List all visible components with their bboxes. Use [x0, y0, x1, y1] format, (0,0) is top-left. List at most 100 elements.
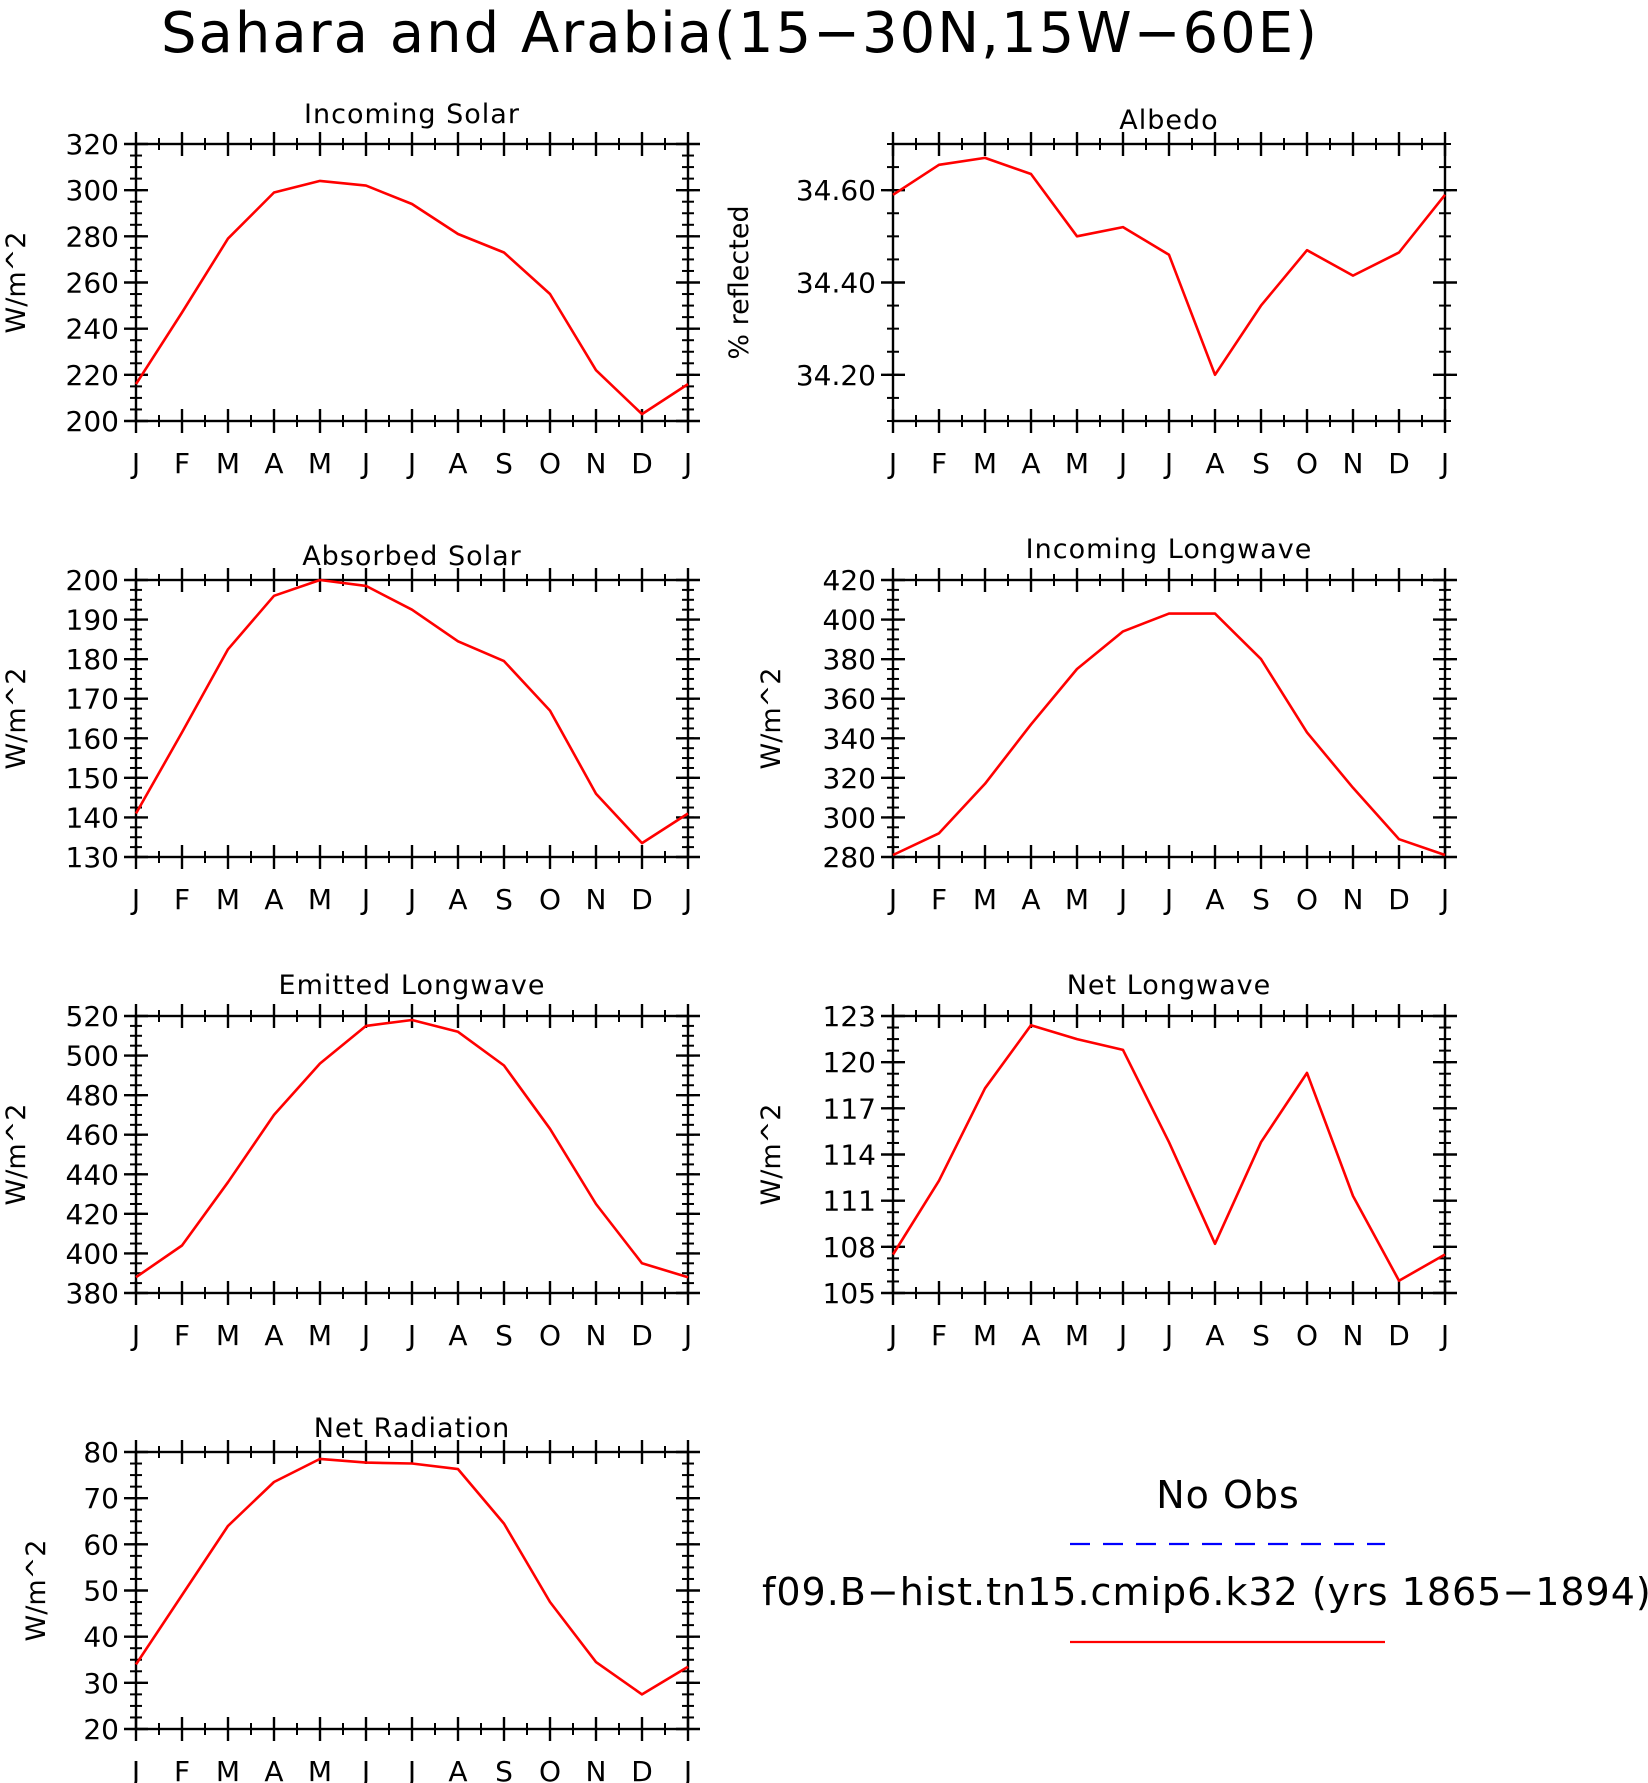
- y-tick-label: 70: [83, 1482, 119, 1515]
- x-tick-label: A: [1021, 1319, 1040, 1352]
- y-tick-label: 200: [66, 405, 119, 438]
- x-tick-label: J: [130, 883, 140, 916]
- x-tick-label: J: [1163, 447, 1173, 480]
- x-tick-label: S: [495, 883, 513, 916]
- x-tick-label: J: [682, 1755, 692, 1783]
- y-tick-label: 34.20: [796, 359, 876, 392]
- x-tick-label: O: [539, 883, 561, 916]
- x-tick-label: A: [1205, 883, 1224, 916]
- y-tick-label: 140: [66, 801, 119, 834]
- y-tick-label: 380: [66, 1277, 119, 1310]
- plot-frame: [134, 578, 690, 859]
- y-tick-label: 180: [66, 643, 119, 676]
- legend-model-label: f09.B−hist.tn15.cmip6.k32 (yrs 1865−1894…: [762, 1570, 1648, 1614]
- x-tick-label: A: [264, 447, 283, 480]
- y-tick-label: 40: [83, 1621, 119, 1654]
- y-axis-label: % reflected: [724, 205, 755, 359]
- x-tick-label: S: [1252, 447, 1270, 480]
- y-tick-label: 360: [823, 683, 876, 716]
- chart-panel-4: J F M A M J J A S O N D J280300320340360380400420Inc…: [756, 534, 1457, 916]
- x-tick-label: J: [1117, 1319, 1127, 1352]
- chart-panel-3: J F M A M J J A S O N D J130140150160170180190200Abs…: [1, 541, 700, 916]
- x-tick-label: M: [216, 883, 240, 916]
- x-tick-label: M: [1065, 1319, 1089, 1352]
- x-tick-label: J: [1439, 1319, 1449, 1352]
- x-tick-label: O: [1296, 447, 1318, 480]
- x-tick-label: J: [406, 1755, 416, 1783]
- y-tick-label: 200: [66, 564, 119, 597]
- x-tick-label: J: [887, 447, 897, 480]
- y-tick-label: 400: [823, 604, 876, 637]
- x-tick-label: O: [1296, 1319, 1318, 1352]
- x-tick-label: J: [406, 447, 416, 480]
- series-line-model: [892, 612, 1446, 857]
- x-tick-label: M: [973, 883, 997, 916]
- x-tick-label: F: [931, 1319, 947, 1352]
- series-line-model: [892, 156, 1447, 377]
- y-tick-label: 460: [66, 1119, 119, 1152]
- panel-title: Incoming Longwave: [1026, 534, 1313, 565]
- y-axis-label: W/m^2: [1, 1104, 32, 1206]
- x-tick-label: J: [682, 447, 692, 480]
- y-tick-label: 420: [823, 564, 876, 597]
- panels: J F M A M J J A S O N D J200220240260280300320Incomi…: [1, 99, 1457, 1783]
- x-tick-label: O: [539, 447, 561, 480]
- chart-panel-5: J F M A M J J A S O N D J380400420440460480500520Emi…: [1, 970, 700, 1352]
- panel-title: Net Longwave: [1067, 970, 1272, 1001]
- y-tick-label: 105: [823, 1277, 876, 1310]
- x-tick-label: J: [682, 883, 692, 916]
- y-tick-label: 440: [66, 1158, 119, 1191]
- x-tick-label: M: [973, 447, 997, 480]
- x-tick-label: N: [586, 1319, 607, 1352]
- x-tick-label: N: [1343, 447, 1364, 480]
- y-tick-label: 60: [83, 1528, 119, 1561]
- panel-title: Emitted Longwave: [279, 970, 546, 1001]
- x-tick-label: D: [631, 447, 653, 480]
- panel-title: Albedo: [1119, 105, 1218, 136]
- y-axis-label: W/m^2: [21, 1540, 52, 1642]
- plot-frame: [891, 142, 1447, 423]
- y-axis-label: W/m^2: [756, 1104, 787, 1206]
- series-line-model: [134, 578, 689, 845]
- x-tick-label: D: [1388, 447, 1410, 480]
- y-tick-label: 380: [823, 643, 876, 676]
- x-tick-label: J: [682, 1319, 692, 1352]
- x-tick-label: A: [1021, 883, 1040, 916]
- y-axis-label: W/m^2: [1, 668, 32, 770]
- x-tick-label: M: [308, 883, 332, 916]
- x-tick-label: J: [887, 883, 897, 916]
- x-tick-label: J: [1439, 447, 1449, 480]
- x-tick-label: S: [1252, 883, 1270, 916]
- x-tick-label: J: [887, 1319, 897, 1352]
- x-tick-label: A: [264, 1319, 283, 1352]
- y-tick-label: 114: [823, 1139, 876, 1172]
- x-tick-label: A: [264, 883, 283, 916]
- x-tick-label: F: [931, 447, 947, 480]
- legend-obs-label: No Obs: [1156, 1473, 1300, 1517]
- y-tick-label: 240: [66, 313, 119, 346]
- x-tick-label: J: [130, 1755, 140, 1783]
- x-tick-label: A: [448, 1755, 467, 1783]
- x-tick-label: N: [586, 883, 607, 916]
- x-tick-label: S: [495, 447, 513, 480]
- x-tick-label: D: [631, 1755, 653, 1783]
- series-line-model: [135, 1018, 689, 1279]
- series-line-model: [891, 1023, 1446, 1282]
- panel-title: Net Radiation: [314, 1413, 511, 1444]
- y-tick-label: 320: [66, 128, 119, 161]
- plot-frame: [134, 1450, 690, 1731]
- plot-frame: [134, 1014, 690, 1295]
- y-tick-label: 20: [83, 1713, 119, 1746]
- x-tick-label: M: [216, 1319, 240, 1352]
- x-tick-label: A: [448, 447, 467, 480]
- y-tick-label: 520: [66, 1000, 119, 1033]
- x-tick-label: N: [1343, 1319, 1364, 1352]
- x-tick-label: F: [174, 447, 190, 480]
- y-tick-label: 120: [823, 1046, 876, 1079]
- x-tick-label: J: [1117, 883, 1127, 916]
- x-tick-label: F: [931, 883, 947, 916]
- y-axis-label: W/m^2: [1, 232, 32, 334]
- x-tick-label: M: [308, 1319, 332, 1352]
